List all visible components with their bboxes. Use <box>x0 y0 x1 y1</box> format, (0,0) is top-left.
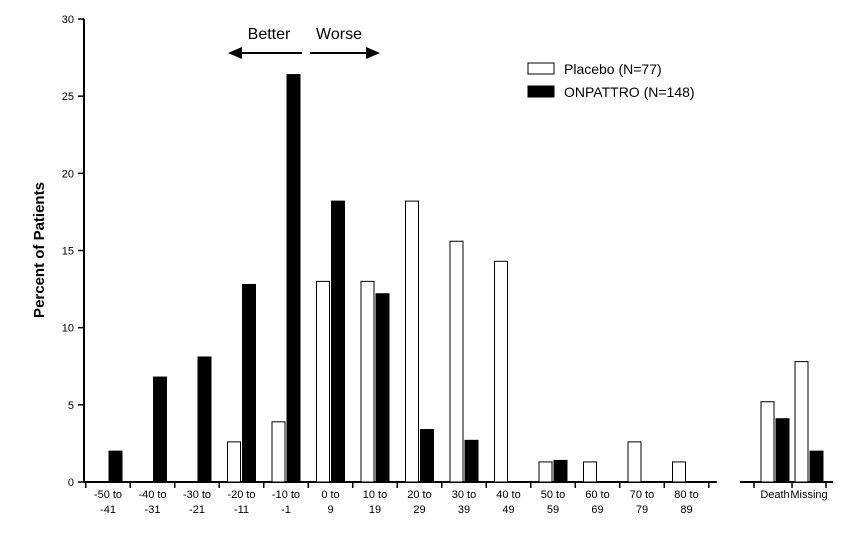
placebo-bar-10 <box>538 461 553 483</box>
legend-swatch-placebo <box>527 62 555 75</box>
legend-label-onpattro: ONPATTRO (N=148) <box>564 84 695 100</box>
x-category-label-line2: 69 <box>591 504 603 516</box>
x-category-label-line1: 60 to <box>585 489 609 501</box>
category-labels: -50 to-41-40 to-31-30 to-21-20 to-11-10 … <box>94 489 828 516</box>
x-category-label-line1: -50 to <box>94 489 122 501</box>
x-category-label-extra: Missing <box>790 489 827 501</box>
onpattro-bar-5 <box>331 200 345 483</box>
x-category-label-line1: 40 to <box>496 489 520 501</box>
x-category-label-line1: -20 to <box>227 489 255 501</box>
x-category-label-line1: 30 to <box>452 489 476 501</box>
x-category-label-line2: 9 <box>327 504 333 516</box>
y-tick-label: 15 <box>62 246 74 258</box>
y-axis: 0 5 10 15 20 25 30 <box>62 14 85 489</box>
x-category-label-line2: -1 <box>281 504 291 516</box>
bars <box>108 74 824 483</box>
onpattro-bar-10 <box>553 459 568 483</box>
placebo-bar-9 <box>494 260 508 483</box>
legend: Placebo (N=77) ONPATTRO (N=148) <box>527 61 695 100</box>
placebo-bar-5 <box>316 280 330 483</box>
x-category-label-line1: 80 to <box>674 489 698 501</box>
x-category-label-line2: -21 <box>189 504 205 516</box>
x-category-label-line1: 20 to <box>407 489 431 501</box>
y-tick-label: 5 <box>68 400 74 412</box>
x-category-label-line2: 89 <box>680 504 692 516</box>
onpattro-bar-3 <box>242 283 256 483</box>
x-category-label-line1: -40 to <box>138 489 166 501</box>
onpattro-bar-1 <box>153 376 167 483</box>
x-category-label-extra: Death <box>760 489 789 501</box>
placebo-bar-extra-1 <box>794 361 809 483</box>
y-tick-label: 0 <box>68 477 74 489</box>
placebo-bar-11 <box>583 461 597 483</box>
placebo-bar-3 <box>227 441 241 483</box>
x-category-label-line1: -30 to <box>183 489 211 501</box>
y-tick-label: 10 <box>62 323 74 335</box>
onpattro-bar-8 <box>464 439 479 483</box>
better-label: Better <box>248 26 291 43</box>
better-arrow-head <box>228 47 242 59</box>
onpattro-bar-2 <box>197 356 212 483</box>
x-category-label-line2: 39 <box>458 504 470 516</box>
onpattro-bar-0 <box>108 450 123 483</box>
x-category-label-line1: -10 to <box>272 489 300 501</box>
x-category-label-line2: -41 <box>100 504 116 516</box>
x-category-label-line1: 0 to <box>321 489 339 501</box>
y-tick-label: 30 <box>62 14 74 26</box>
onpattro-bar-4 <box>286 74 301 483</box>
placebo-bar-7 <box>405 200 419 483</box>
legend-label-placebo: Placebo (N=77) <box>564 61 662 77</box>
x-category-label-line2: 49 <box>502 504 514 516</box>
worse-arrow-head <box>366 47 380 59</box>
placebo-bar-6 <box>360 280 375 483</box>
x-category-label-line2: 29 <box>413 504 425 516</box>
placebo-bar-extra-0 <box>760 401 775 483</box>
onpattro-bar-6 <box>375 293 390 483</box>
y-tick-label: 25 <box>62 91 74 103</box>
placebo-bar-8 <box>449 240 464 483</box>
x-category-label-line2: -11 <box>234 504 249 516</box>
onpattro-bar-extra-0 <box>775 418 790 483</box>
worse-label: Worse <box>316 26 362 43</box>
y-tick-label: 20 <box>62 168 74 180</box>
x-category-label-line2: 59 <box>547 504 559 516</box>
onpattro-bar-extra-1 <box>809 450 824 483</box>
x-category-label-line1: 50 to <box>541 489 565 501</box>
placebo-bar-13 <box>672 461 686 483</box>
placebo-bar-4 <box>271 421 286 483</box>
legend-swatch-onpattro <box>527 85 555 98</box>
x-category-label-line1: 70 to <box>630 489 654 501</box>
y-axis-title: Percent of Patients <box>31 182 48 318</box>
x-category-label-line1: 10 to <box>363 489 387 501</box>
x-axis <box>84 481 833 488</box>
x-category-label-line2: 19 <box>369 504 381 516</box>
direction-arrows: Better Worse <box>228 26 380 59</box>
x-category-label-line2: -31 <box>145 504 161 516</box>
x-category-label-line2: 79 <box>636 504 648 516</box>
onpattro-bar-7 <box>420 429 434 483</box>
placebo-bar-12 <box>627 441 642 483</box>
